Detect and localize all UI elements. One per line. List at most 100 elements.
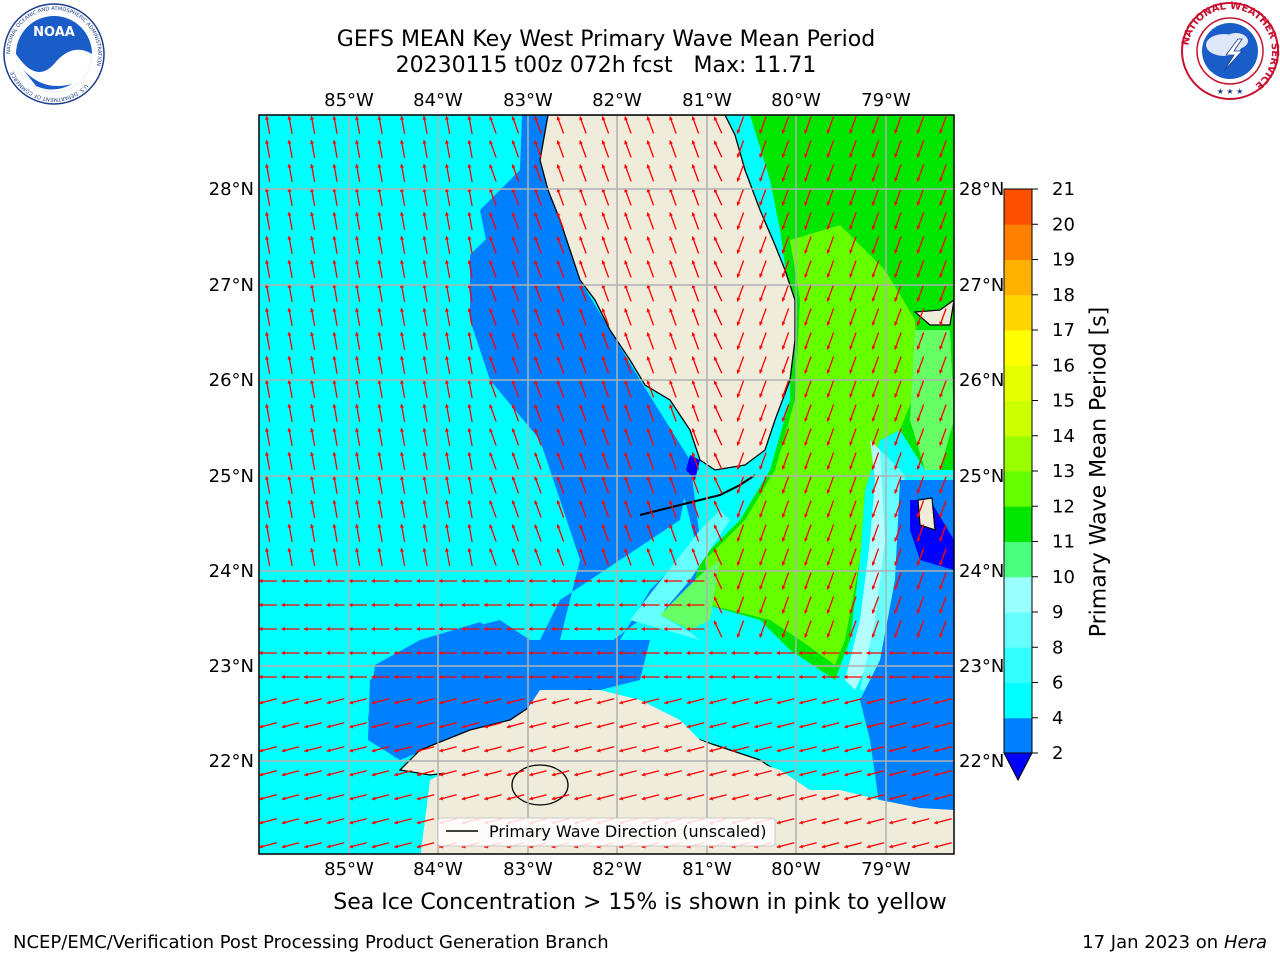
- wave-direction-arrowhead: [529, 578, 533, 584]
- wave-direction-arrowhead: [377, 356, 382, 360]
- wave-direction-arrowhead: [310, 356, 315, 360]
- wave-direction-arrowhead: [894, 489, 898, 494]
- wave-direction-arrowhead: [310, 188, 315, 192]
- wave-direction-arrowhead: [529, 602, 533, 608]
- lat-label-left: 26°N: [209, 370, 254, 391]
- wave-direction-arrowhead: [934, 844, 939, 849]
- lat-label-right: 28°N: [959, 179, 1004, 200]
- wave-direction-arrowhead: [265, 308, 270, 312]
- wave-direction-arrowhead: [394, 626, 398, 632]
- wave-direction-arrowhead: [664, 748, 669, 753]
- wave-direction-arrowhead: [939, 465, 943, 470]
- wave-direction-arrowhead: [736, 513, 741, 518]
- wave-direction-arrowhead: [304, 772, 309, 777]
- wave-direction-arrowhead: [664, 602, 668, 608]
- wave-direction-arrowhead: [489, 452, 493, 457]
- wave-direction-arrowhead: [394, 844, 399, 849]
- wave-direction-arrowhead: [596, 748, 601, 753]
- wave-direction-arrowhead: [624, 260, 628, 265]
- wave-direction-arrowhead: [894, 225, 898, 230]
- wave-direction-arrowhead: [529, 796, 534, 801]
- wave-direction-arrowhead: [304, 650, 308, 656]
- wave-direction-arrowhead: [310, 524, 315, 528]
- wave-direction-arrowhead: [916, 129, 921, 134]
- wave-direction-arrowhead: [776, 674, 780, 680]
- colorbar-tick-label: 10: [1052, 567, 1075, 588]
- wave-direction-arrowhead: [556, 356, 561, 361]
- wave-direction-arrowhead: [310, 308, 315, 312]
- wave-direction-arrowhead: [713, 596, 718, 601]
- wave-direction-arrowhead: [310, 548, 315, 552]
- wave-direction-arrowhead: [826, 201, 831, 206]
- wave-direction-arrowhead: [422, 212, 427, 216]
- wave-direction-arrowhead: [624, 212, 628, 217]
- wave-direction-arrowhead: [310, 428, 315, 432]
- wave-direction-arrowhead: [416, 602, 420, 608]
- wave-direction-arrowhead: [713, 332, 718, 337]
- wave-direction-arrowhead: [265, 332, 270, 336]
- noaa-logo: NOAA NATIONAL OCEANIC AND ATMOSPHERIC AD…: [3, 3, 105, 105]
- wave-direction-arrowhead: [781, 489, 786, 494]
- wave-direction-arrowhead: [377, 284, 382, 288]
- wave-direction-arrowhead: [894, 633, 898, 638]
- wave-direction-arrowhead: [736, 465, 741, 470]
- wave-direction-arrowhead: [281, 674, 285, 680]
- wave-direction-arrowhead: [265, 212, 270, 216]
- colorbar-segment: [1004, 435, 1032, 472]
- wave-direction-arrowhead: [601, 164, 606, 169]
- colorbar-under-triangle: [1003, 752, 1033, 782]
- wave-direction-arrowhead: [574, 796, 579, 801]
- wave-direction-arrowhead: [804, 537, 808, 542]
- wave-direction-arrowhead: [371, 772, 376, 777]
- wave-direction-arrowhead: [601, 356, 606, 361]
- wave-direction-arrowhead: [894, 297, 898, 302]
- wave-direction-arrowhead: [916, 489, 921, 494]
- wave-direction-arrowhead: [691, 212, 696, 217]
- wave-direction-arrowhead: [713, 620, 718, 625]
- wave-direction-arrowhead: [467, 548, 472, 552]
- wave-direction-arrowhead: [619, 724, 624, 729]
- wave-direction-arrowhead: [713, 260, 718, 265]
- wave-direction-arrowhead: [265, 116, 270, 120]
- wave-direction-arrowhead: [534, 236, 538, 241]
- wave-direction-arrowhead: [281, 650, 285, 656]
- wave-direction-arrowhead: [265, 500, 270, 504]
- wave-direction-arrowhead: [310, 284, 315, 288]
- wave-direction-arrowhead: [664, 578, 668, 584]
- ocean-lightgreen-patch: [660, 560, 720, 630]
- wave-direction-arrowhead: [939, 201, 943, 206]
- wave-direction-arrowhead: [826, 609, 831, 614]
- wave-direction-arrowhead: [826, 489, 831, 494]
- wave-direction-arrowhead: [781, 585, 786, 590]
- colorbar-tick-label: 9: [1052, 602, 1063, 623]
- wave-direction-arrowhead: [601, 116, 606, 121]
- wave-direction-arrowhead: [849, 441, 853, 446]
- wave-direction-arrowhead: [511, 308, 516, 313]
- wave-direction-arrowhead: [371, 844, 376, 849]
- wave-direction-arrowhead: [804, 345, 808, 350]
- wave-direction-arrowhead: [422, 164, 427, 168]
- wave-direction-arrowhead: [579, 356, 583, 361]
- wave-direction-arrowhead: [326, 772, 331, 777]
- wave-direction-arrowhead: [511, 116, 516, 121]
- wave-direction-arrowhead: [754, 724, 759, 729]
- wave-direction-arrowhead: [422, 260, 427, 264]
- wave-direction-arrowhead: [849, 633, 853, 638]
- wave-direction-arrowhead: [400, 428, 405, 432]
- wave-direction-arrowhead: [669, 356, 673, 361]
- wave-direction-arrowhead: [511, 548, 516, 553]
- wave-direction-arrowhead: [484, 724, 489, 729]
- wave-direction-arrowhead: [489, 428, 493, 433]
- wave-direction-arrowhead: [601, 140, 606, 145]
- wave-direction-arrowhead: [467, 332, 472, 336]
- wave-direction-arrowhead: [445, 452, 450, 456]
- wave-direction-arrowhead: [781, 441, 786, 446]
- wave-direction-arrowhead: [894, 609, 898, 614]
- wave-direction-arrowhead: [601, 548, 606, 553]
- wave-direction-arrowhead: [601, 380, 606, 385]
- wave-direction-arrowhead: [349, 578, 353, 584]
- wave-direction-arrowhead: [849, 369, 853, 374]
- wave-direction-arrowhead: [916, 297, 921, 302]
- wave-direction-arrowhead: [871, 201, 876, 206]
- wave-direction-arrowhead: [939, 297, 943, 302]
